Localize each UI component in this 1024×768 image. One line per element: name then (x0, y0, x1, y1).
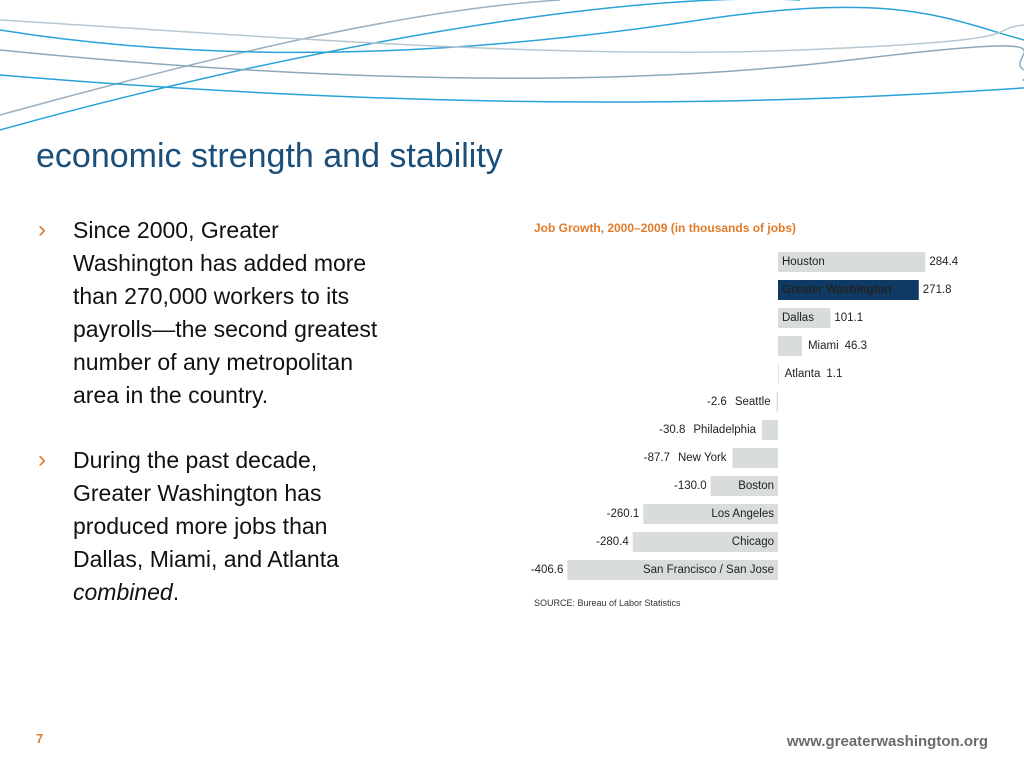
value-label: 46.3 (845, 340, 867, 352)
value-label: 101.1 (834, 312, 863, 324)
bullet-icon: › (38, 446, 46, 473)
bar (732, 448, 778, 468)
bar (567, 560, 778, 580)
bullet-line: Greater Washington has (73, 480, 321, 506)
category-label: Greater Washington (782, 284, 891, 296)
bullet-line: Since 2000, Greater (73, 217, 279, 243)
bullet-line: Washington has added more (73, 250, 366, 276)
category-label: New York (678, 452, 727, 464)
bar (762, 420, 778, 440)
category-label: Seattle (735, 396, 771, 408)
category-label: Houston (782, 256, 825, 268)
bar (632, 532, 778, 552)
bullet-icon: › (38, 216, 46, 243)
bar (776, 392, 778, 412)
emphasis: combined (73, 579, 174, 605)
bullet-line: Dallas, Miami, and Atlanta (73, 546, 339, 572)
bullet-line: than 270,000 workers to its (73, 283, 349, 309)
bullet-line: produced more jobs than (73, 513, 327, 539)
bullet-line: During the past decade, (73, 447, 317, 473)
category-label: San Francisco / San Jose (643, 564, 774, 576)
bullet-line: payrolls—the second greatest (73, 316, 378, 342)
category-label: Atlanta (785, 368, 821, 380)
value-label: -30.8 (659, 424, 685, 436)
bar (778, 252, 926, 272)
value-label: 271.8 (923, 284, 952, 296)
bar (710, 476, 778, 496)
bar (778, 336, 802, 356)
value-label: 284.4 (929, 256, 958, 268)
bar (778, 308, 831, 328)
slide-title: economic strength and stability (36, 137, 503, 175)
category-label: Philadelphia (693, 424, 756, 436)
category-label: Miami (808, 340, 839, 352)
value-label: -406.6 (531, 564, 564, 576)
value-label: -2.6 (707, 396, 727, 408)
chart-title: Job Growth, 2000–2009 (in thousands of j… (534, 221, 796, 235)
bullet-end: . (173, 579, 179, 605)
category-label: Chicago (732, 536, 774, 548)
page-number: 7 (36, 731, 43, 746)
category-label: Boston (738, 480, 774, 492)
bullet-line: number of any metropolitan (73, 349, 353, 375)
category-label: Los Angeles (711, 508, 774, 520)
bar (778, 280, 919, 300)
category-label: Dallas (782, 312, 814, 324)
value-label: -87.7 (644, 452, 670, 464)
value-label: -280.4 (596, 536, 629, 548)
bullet-line: combined. (73, 579, 179, 605)
value-label: -260.1 (607, 508, 640, 520)
value-label: -130.0 (674, 480, 707, 492)
bar (643, 504, 778, 524)
value-label: 1.1 (826, 368, 842, 380)
url: www.greaterwashington.org (786, 733, 988, 750)
bar (778, 364, 779, 384)
bullet-line: area in the country. (73, 382, 268, 408)
chart-source: SOURCE: Bureau of Labor Statistics (534, 598, 681, 608)
decor-waves (0, 0, 1024, 131)
